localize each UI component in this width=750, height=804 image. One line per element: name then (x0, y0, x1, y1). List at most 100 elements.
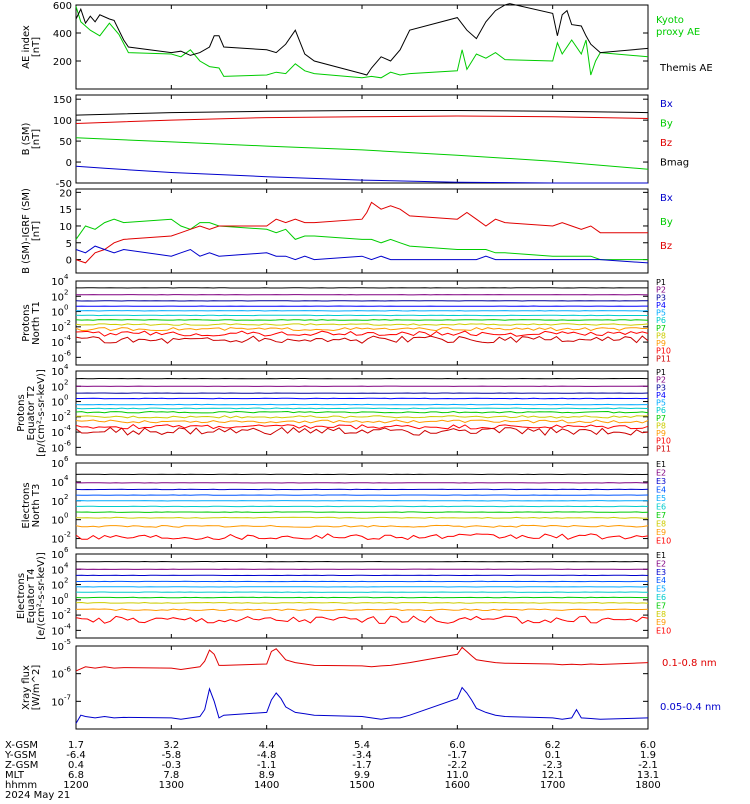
y-axis-label: North T3 (31, 484, 42, 528)
y-tick-label: 0 (66, 158, 72, 169)
y-tick-label: 10 (51, 670, 64, 681)
y-tick-label: 10 (51, 459, 64, 470)
panel-frame (76, 189, 648, 273)
y-tick-exponent: -6 (64, 666, 72, 674)
y-tick-label: 10 (51, 443, 64, 454)
y-tick-label: 10 (51, 382, 64, 393)
channel-line (76, 609, 648, 611)
y-tick-label: 400 (53, 29, 72, 40)
y-tick-exponent: -5 (64, 638, 71, 646)
series-line (76, 116, 648, 124)
y-tick-label: 5 (66, 239, 72, 250)
legend-entry: proxy AE (656, 27, 700, 38)
x-row-value: 1700 (540, 780, 565, 791)
series-line (76, 202, 648, 263)
channel-line (76, 420, 648, 423)
y-tick-label: 10 (59, 222, 72, 233)
x-row-value: 1500 (349, 780, 374, 791)
y-tick-exponent: 2 (64, 577, 68, 585)
y-tick-label: 10 (51, 596, 64, 607)
y-tick-exponent: 4 (64, 363, 69, 371)
y-tick-exponent: 6 (64, 455, 69, 463)
y-tick-label: 600 (53, 1, 72, 12)
series-line (76, 4, 648, 75)
y-tick-label: 100 (53, 116, 72, 127)
y-axis-label: North T1 (31, 301, 42, 345)
series-line (76, 688, 648, 724)
channel-line (76, 517, 648, 518)
series-line (76, 138, 648, 170)
y-axis-label: [p/(cm²-s-sr-keV)] (36, 369, 47, 457)
y-tick-exponent: 2 (64, 288, 68, 296)
panel-frame (76, 95, 648, 183)
series-line (76, 647, 648, 671)
x-row-value: 1800 (635, 780, 660, 791)
y-tick-exponent: -2 (64, 319, 71, 327)
panel-frame (76, 554, 648, 638)
y-tick-label: 10 (51, 413, 64, 424)
y-tick-label: 10 (51, 308, 64, 319)
y-tick-exponent: 4 (64, 474, 69, 482)
y-tick-exponent: 2 (64, 378, 68, 386)
y-tick-exponent: -4 (64, 424, 72, 432)
y-tick-exponent: 6 (64, 546, 69, 554)
channel-line (76, 331, 648, 336)
y-tick-label: 10 (51, 478, 64, 489)
x-row-value: 1200 (63, 780, 88, 791)
legend-entry: By (660, 119, 673, 130)
y-tick-label: 10 (51, 565, 64, 576)
legend-entry: Bx (660, 193, 673, 204)
channel-line (76, 320, 648, 321)
legend-entry: E10 (656, 537, 671, 546)
y-tick-exponent: -2 (64, 531, 71, 539)
series-line (76, 219, 648, 259)
y-tick-label: 20 (59, 188, 72, 199)
y-tick-label: 10 (51, 428, 64, 439)
y-tick-exponent: 0 (64, 512, 68, 520)
y-tick-label: 50 (59, 137, 72, 148)
y-tick-label: 10 (51, 292, 64, 303)
y-tick-label: 10 (51, 535, 64, 546)
y-tick-exponent: -4 (64, 334, 72, 342)
y-tick-exponent: 0 (64, 304, 68, 312)
legend-entry: E10 (656, 627, 671, 636)
panel-frame (76, 281, 648, 365)
y-tick-label: 10 (51, 338, 64, 349)
y-tick-label: 0 (66, 256, 72, 267)
channel-line (76, 512, 648, 513)
y-axis-label: [nT] (31, 37, 42, 57)
legend-entry: P11 (656, 354, 671, 363)
series-line (76, 111, 648, 116)
channel-line (76, 408, 648, 409)
y-tick-label: 10 (51, 497, 64, 508)
y-tick-exponent: 4 (64, 561, 69, 569)
y-axis-label: [nT] (31, 129, 42, 149)
channel-line (76, 616, 648, 623)
legend-entry: Bz (660, 241, 672, 252)
channel-line (76, 324, 648, 326)
y-tick-label: 10 (51, 581, 64, 592)
y-tick-label: 10 (51, 550, 64, 561)
legend-entry: Themis AE (659, 63, 713, 74)
y-tick-exponent: 0 (64, 592, 68, 600)
channel-line (76, 525, 648, 527)
y-tick-label: 10 (51, 516, 64, 527)
legend-entry: Bmag (660, 158, 689, 169)
y-tick-label: 200 (53, 57, 72, 68)
x-row-value: 1600 (445, 780, 470, 791)
y-tick-exponent: -6 (64, 349, 72, 357)
y-tick-label: 10 (51, 353, 64, 364)
y-tick-exponent: 0 (64, 394, 68, 402)
x-row-value: 1300 (159, 780, 184, 791)
channel-line (76, 416, 648, 418)
legend-entry: 0.05-0.4 nm (660, 702, 721, 713)
x-row-label: 2024 May 21 (5, 790, 70, 800)
channel-line (76, 328, 648, 331)
y-tick-label: 10 (51, 367, 64, 378)
